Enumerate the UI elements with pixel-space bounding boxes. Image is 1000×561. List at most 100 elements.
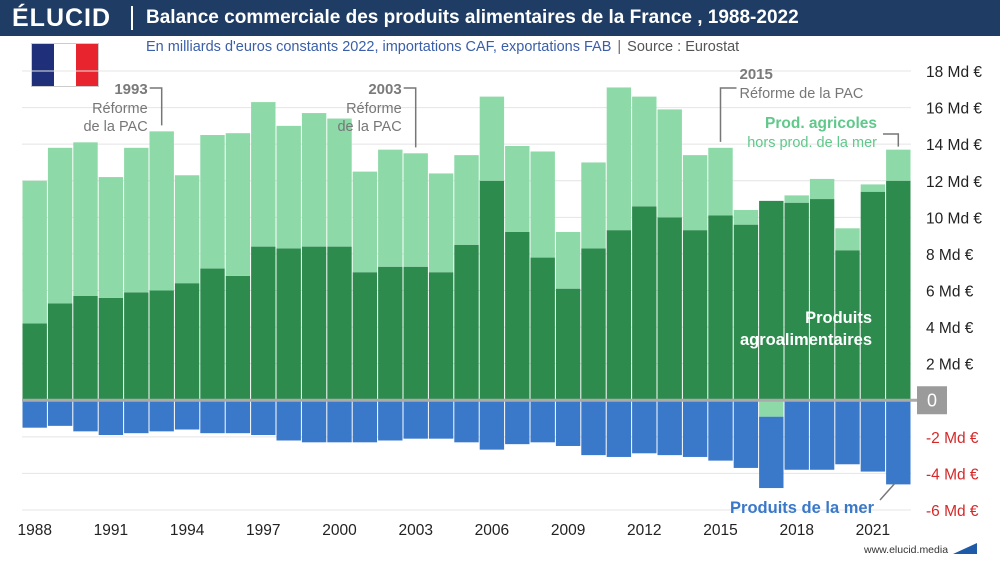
bar-agroalimentaires-1989 [47, 303, 73, 401]
series-label-leader [883, 133, 900, 147]
bar-agricoles-1993 [149, 131, 174, 291]
bar-agricoles-2000 [327, 118, 352, 247]
bar-agroalimentaires-2006 [479, 180, 505, 401]
x-tick-label: 2006 [475, 522, 509, 539]
x-tick-label: 2021 [856, 522, 890, 539]
bar-agricoles-1990 [73, 142, 98, 296]
header-bar: ÉLUCID Balance commerciale des produits … [0, 0, 1000, 36]
bar-mer-1998 [276, 400, 301, 441]
bar-agroalimentaires-1994 [174, 283, 200, 401]
bar-mer-2014 [682, 400, 708, 457]
bar-agricoles-2010 [581, 162, 606, 249]
bar-agricoles-2005 [454, 155, 479, 245]
bar-agroalimentaires-2016 [733, 224, 759, 401]
bar-mer-2017 [759, 416, 784, 489]
subtitle-text: En milliards d'euros constants 2022, imp… [146, 39, 612, 55]
annotation-text: Réforme [346, 101, 402, 117]
x-tick-label: 2003 [398, 522, 432, 539]
annotation-year: 2003 [368, 81, 401, 98]
bar-agricoles-2009 [555, 231, 581, 289]
series-label-mer-leader [879, 483, 895, 501]
y-tick-label: 12 Md € [926, 174, 982, 191]
bar-agricoles-2018 [784, 195, 809, 203]
y-tick-label: 10 Md € [926, 210, 982, 227]
brand-logo: ÉLUCID [12, 4, 112, 32]
bar-agricoles-2004 [428, 173, 454, 273]
chart-title: Balance commerciale des produits aliment… [146, 7, 799, 28]
france-flag-icon [32, 44, 98, 86]
bar-mer-1996 [225, 400, 251, 434]
x-tick-label: 2012 [627, 522, 661, 539]
bar-agricoles-1995 [200, 135, 225, 269]
bar-agroalimentaires-2008 [530, 257, 555, 401]
bar-agroalimentaires-2018 [784, 202, 809, 401]
bar-mer-2002 [378, 400, 403, 441]
bar-agroalimentaires-2001 [352, 272, 378, 401]
y-tick-label: 8 Md € [926, 247, 974, 264]
bar-mer-1991 [98, 400, 124, 436]
bar-mer-2010 [581, 400, 606, 456]
series-label-agricoles-sub: hors prod. de la mer [747, 135, 877, 151]
y-tick-label: 18 Md € [926, 64, 982, 81]
source-text: Source : Eurostat [627, 39, 740, 55]
bar-agroalimentaires-2000 [327, 246, 352, 401]
bar-agroalimentaires-2022 [886, 180, 911, 401]
bar-mer-2009 [555, 400, 581, 446]
header-divider [131, 6, 133, 30]
brand-triangle-icon [953, 543, 977, 554]
y-tick-label: 16 Md € [926, 101, 982, 118]
bar-mer-1999 [301, 400, 327, 443]
bar-agricoles-2007 [505, 145, 530, 232]
series-label-mer: Produits de la mer [730, 499, 875, 517]
bar-mer-2004 [428, 400, 454, 439]
bar-agroalimentaires-2007 [505, 231, 530, 401]
bar-agroalimentaires-1992 [124, 292, 149, 401]
series-label-agroalimentaires: Produits [805, 309, 872, 327]
y-tick-label: 6 Md € [926, 284, 974, 301]
x-tick-label: 2000 [322, 522, 357, 539]
footer-url: www.elucid.media [864, 544, 949, 556]
bar-agricoles-2003 [403, 153, 428, 267]
series-label-agroalimentaires-2: agroalimentaires [740, 331, 872, 349]
bar-agroalimentaires-1998 [276, 248, 301, 401]
y-tick-label: -4 Md € [926, 466, 979, 483]
bar-mer-2000 [327, 400, 352, 443]
bar-agroalimentaires-2009 [555, 288, 581, 401]
annotation-leader [719, 87, 737, 142]
bar-mer-2022 [886, 400, 911, 485]
bar-mer-2005 [454, 400, 479, 443]
flag-blue-band [32, 44, 54, 86]
y-tick-label: 4 Md € [926, 320, 974, 337]
bar-mer-1989 [47, 400, 73, 426]
x-tick-label: 2018 [779, 522, 813, 539]
y-tick-label: 14 Md € [926, 137, 982, 154]
bar-mer-2012 [632, 400, 657, 454]
x-tick-label: 2015 [703, 522, 737, 539]
bar-mer-2003 [403, 400, 428, 439]
bar-agroalimentaires-2002 [378, 266, 403, 401]
annotation-year: 1993 [114, 81, 147, 98]
bar-agricoles-2008 [530, 151, 555, 258]
bar-mer-2015 [708, 400, 733, 461]
bar-agricoles-1988 [22, 180, 47, 324]
bar-mer-1994 [174, 400, 200, 430]
bar-mer-1995 [200, 400, 225, 434]
bar-mer-2021 [860, 400, 886, 472]
bar-mer-2016 [733, 400, 759, 468]
x-tick-label: 2009 [551, 522, 585, 539]
bar-mer-2008 [530, 400, 555, 443]
chart-subtitle: En milliards d'euros constants 2022, imp… [146, 39, 739, 55]
bar-mer-2006 [479, 400, 505, 450]
bar-agroalimentaires-2013 [657, 217, 682, 401]
bar-agricoles-2013 [657, 109, 682, 218]
bar-agricoles-1998 [276, 125, 301, 249]
bar-agricoles-2020 [835, 228, 860, 251]
bar-agroalimentaires-1996 [225, 275, 251, 401]
x-tick-label: 1997 [246, 522, 280, 539]
bar-mer-1993 [149, 400, 174, 432]
bar-agricoles-2021 [860, 184, 886, 192]
annotation-text: Réforme de la PAC [740, 86, 864, 102]
bar-agroalimentaires-1999 [301, 246, 327, 401]
bar-mer-1988 [22, 400, 47, 428]
